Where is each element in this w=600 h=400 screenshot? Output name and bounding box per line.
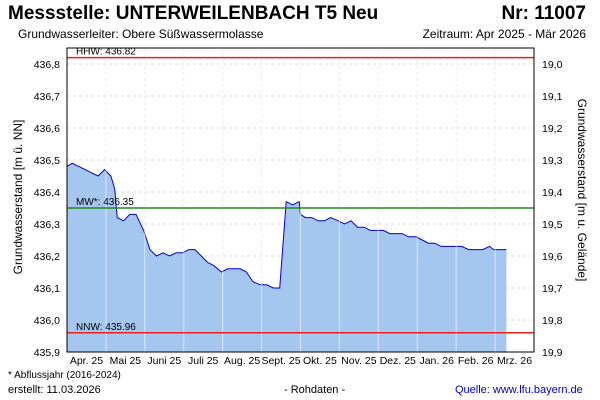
y2-tick-label: 19,4: [542, 187, 563, 199]
x-tick-label: Sept. 25: [261, 355, 300, 367]
period-label: Zeitraum: Apr 2025 - Mär 2026: [422, 27, 586, 41]
x-tick-label: Aug. 25: [224, 355, 260, 367]
station-number: Nr: 11007: [501, 3, 586, 24]
x-tick-label: Mrz. 26: [497, 355, 532, 367]
y2-axis-label: Grundwasserstand [m u. Gelände]: [575, 99, 589, 282]
y-tick-label: 436,4: [34, 187, 60, 199]
y2-tick-label: 19,1: [542, 91, 563, 103]
plot-frame: [66, 47, 535, 353]
reference-label: NNW: 435.96: [76, 322, 136, 333]
y-tick-label: 436,6: [34, 123, 60, 135]
axes: 436,8 19,0 436,7 19,1 436,6 19,2 436,5 19,3 436,…: [34, 47, 563, 367]
x-tick-label: Okt. 25: [303, 355, 337, 367]
x-tick-label: Juni 25: [147, 355, 181, 367]
y-tick-label: 435,9: [34, 347, 60, 359]
x-tick-label: Mai 25: [110, 355, 142, 367]
y2-tick-label: 19,7: [542, 283, 563, 295]
x-tick-label: Apr. 25: [70, 355, 103, 367]
source-link[interactable]: Quelle: www.lfu.bayern.de: [455, 384, 583, 396]
x-tick-label: Jan. 26: [419, 355, 454, 367]
y2-tick-label: 19,2: [542, 123, 563, 135]
y2-tick-label: 19,6: [542, 251, 563, 263]
y-tick-label: 436,1: [34, 283, 60, 295]
y2-tick-label: 19,3: [542, 155, 563, 167]
series-area-fill: [67, 163, 507, 352]
created-date: erstellt: 11.03.2026: [8, 384, 101, 396]
y2-tick-label: 19,0: [542, 59, 563, 71]
y-tick-label: 436,3: [34, 219, 60, 231]
y2-tick-label: 19,9: [542, 347, 563, 359]
aquifer-label: Grundwasserleiter: Obere Süßwassermolass…: [18, 27, 264, 41]
y-tick-label: 436,8: [34, 59, 60, 71]
x-tick-label: Feb. 26: [458, 355, 494, 367]
reference-label: MW*: 436.35: [76, 197, 134, 208]
x-tick-label: Nov. 25: [341, 355, 377, 367]
x-tick-label: Dez. 25: [380, 355, 416, 367]
reference-label: HHW: 436.82: [76, 47, 136, 58]
y2-tick-label: 19,5: [542, 219, 563, 231]
rawdata-label: - Rohdaten -: [284, 384, 346, 396]
series-line: [66, 162, 507, 289]
y2-tick-label: 19,8: [542, 315, 563, 327]
x-tick-label: Juli 25: [188, 355, 219, 367]
y-axis-label: Grundwasserstand [m ü. NN]: [11, 120, 25, 275]
reference-lines: HHW: 436.82 MW*: 436.35 NNW: 435.96: [67, 47, 534, 334]
footnote: * Abflussjahr (2016-2024): [8, 370, 121, 381]
series-area: [66, 48, 507, 352]
y-tick-label: 436,5: [34, 155, 60, 167]
y-tick-label: 436,2: [34, 251, 60, 263]
y-tick-label: 436,0: [34, 315, 60, 327]
page-title: Messstelle: UNTERWEILENBACH T5 Neu: [8, 3, 379, 24]
y-tick-label: 436,7: [34, 91, 60, 103]
